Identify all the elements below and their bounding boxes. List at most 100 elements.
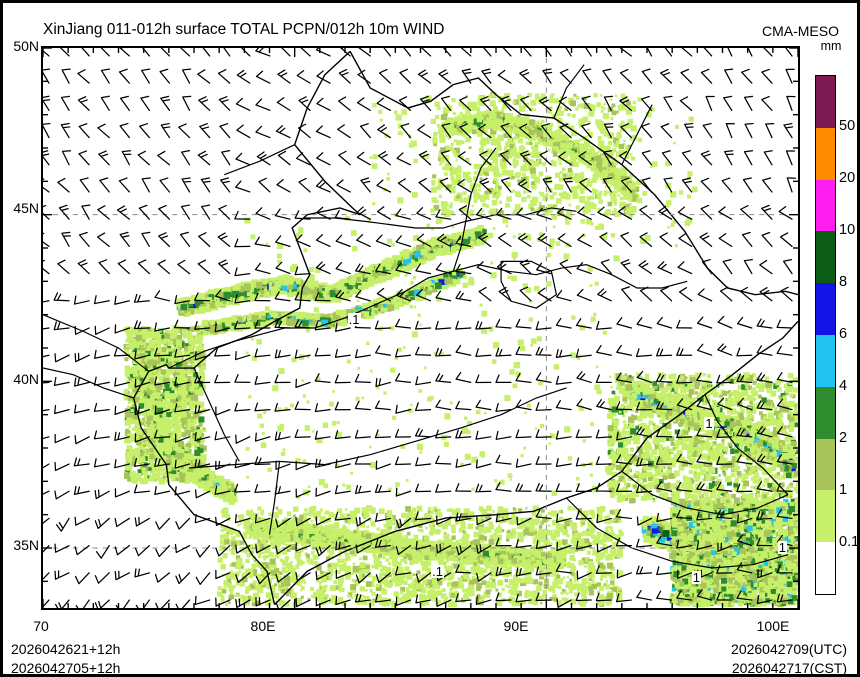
wind-barb xyxy=(518,123,532,139)
wind-barb xyxy=(194,595,211,606)
wind-barb xyxy=(678,233,693,248)
wind-barb xyxy=(220,177,231,193)
colorbar-tick-50: 50 xyxy=(839,118,855,134)
colorbar[interactable] xyxy=(815,75,836,595)
colorbar-tick-0.1: 0.1 xyxy=(839,534,859,550)
wind-barb xyxy=(258,177,271,193)
wind-barb xyxy=(515,372,532,384)
wind-barb xyxy=(74,404,90,414)
wind-barb xyxy=(517,178,532,193)
wind-barb xyxy=(337,124,351,139)
contour-label-0: 1 xyxy=(704,417,714,430)
colorbar-band-4 xyxy=(816,386,835,439)
wind-barb xyxy=(739,286,753,302)
wind-barb xyxy=(93,458,110,468)
wind-barb xyxy=(436,233,452,248)
wind-barb xyxy=(460,48,472,57)
wind-barb xyxy=(315,179,331,193)
wind-barb xyxy=(581,123,592,139)
wind-barb xyxy=(676,398,693,411)
wind-barb xyxy=(315,516,331,526)
wind-barb xyxy=(314,292,331,302)
wind-barb xyxy=(577,233,592,248)
wind-barb xyxy=(295,597,311,608)
wind-barb xyxy=(235,152,251,166)
wind-barb xyxy=(114,517,130,528)
wind-barb xyxy=(61,231,71,248)
wind-barb xyxy=(457,178,472,193)
wind-barb xyxy=(399,68,412,84)
wind-barb xyxy=(277,150,291,166)
wind-barb xyxy=(575,457,592,467)
wind-barb xyxy=(78,150,90,166)
wind-barb xyxy=(335,234,351,248)
wind-barb xyxy=(397,178,412,193)
wind-barb xyxy=(515,482,532,492)
wind-barb xyxy=(676,590,693,601)
wind-barb xyxy=(275,517,291,528)
wind-barb xyxy=(356,97,371,111)
wind-barb xyxy=(579,178,592,193)
colorbar-tick-6: 6 xyxy=(839,326,847,342)
wind-barb xyxy=(776,426,793,438)
wind-barb xyxy=(555,457,572,468)
wind-barb xyxy=(174,486,191,496)
wind-barb xyxy=(722,258,733,275)
wind-barb xyxy=(53,321,70,331)
wind-barb xyxy=(235,598,251,608)
wind-barb xyxy=(174,543,191,554)
wind-barb xyxy=(681,48,693,57)
wind-barb xyxy=(616,344,633,356)
wind-barb xyxy=(756,400,773,411)
wind-barb xyxy=(515,318,532,329)
y-tick-50n: 50N xyxy=(5,38,39,54)
wind-barb xyxy=(135,599,150,608)
wind-barb xyxy=(519,150,532,166)
wind-barb xyxy=(756,594,773,605)
page-title: XinJiang 011-012h surface TOTAL PCPN/012… xyxy=(43,21,444,39)
wind-barb xyxy=(656,512,673,523)
wind-barb xyxy=(535,321,552,331)
wind-barb xyxy=(180,48,191,57)
wind-barb xyxy=(435,543,452,554)
wind-barb xyxy=(141,68,151,84)
wind-barb xyxy=(656,535,673,547)
wind-barb xyxy=(536,262,552,275)
wind-barb xyxy=(254,319,271,329)
wind-barb xyxy=(595,456,612,466)
wind-barb xyxy=(717,542,733,552)
map-plot-area[interactable]: 1 1 1 .1 .1 xyxy=(41,46,800,610)
wind-barb xyxy=(114,324,130,334)
wind-barb xyxy=(455,263,472,275)
colorbar-unit-label: mm xyxy=(811,39,851,53)
wind-barb xyxy=(603,122,614,139)
wind-barb xyxy=(699,232,713,248)
wind-barb xyxy=(114,431,130,441)
wind-barb xyxy=(676,319,693,329)
wind-barb xyxy=(576,540,592,550)
wind-barb xyxy=(725,123,735,139)
wind-barb xyxy=(475,399,492,411)
wind-barb xyxy=(297,123,311,139)
wind-barb xyxy=(677,569,693,579)
wind-barb xyxy=(157,259,171,275)
wind-barb xyxy=(575,483,592,492)
wind-barb xyxy=(435,483,452,493)
wind-barb xyxy=(295,517,311,527)
wind-barb xyxy=(741,68,753,84)
wind-barb xyxy=(455,236,472,248)
wind-barb xyxy=(635,348,653,358)
wind-barb xyxy=(195,572,211,585)
wind-barb xyxy=(119,122,130,139)
wind-barb xyxy=(479,96,492,111)
wind-barb xyxy=(73,295,90,305)
wind-barb xyxy=(398,96,412,111)
wind-barb xyxy=(378,68,391,84)
wind-barb xyxy=(495,430,512,440)
wind-barb xyxy=(602,68,612,84)
wind-barb xyxy=(615,537,633,547)
wind-barb xyxy=(723,95,733,111)
wind-barb xyxy=(314,373,331,384)
wind-barb xyxy=(43,232,50,248)
wind-barb xyxy=(515,567,532,577)
